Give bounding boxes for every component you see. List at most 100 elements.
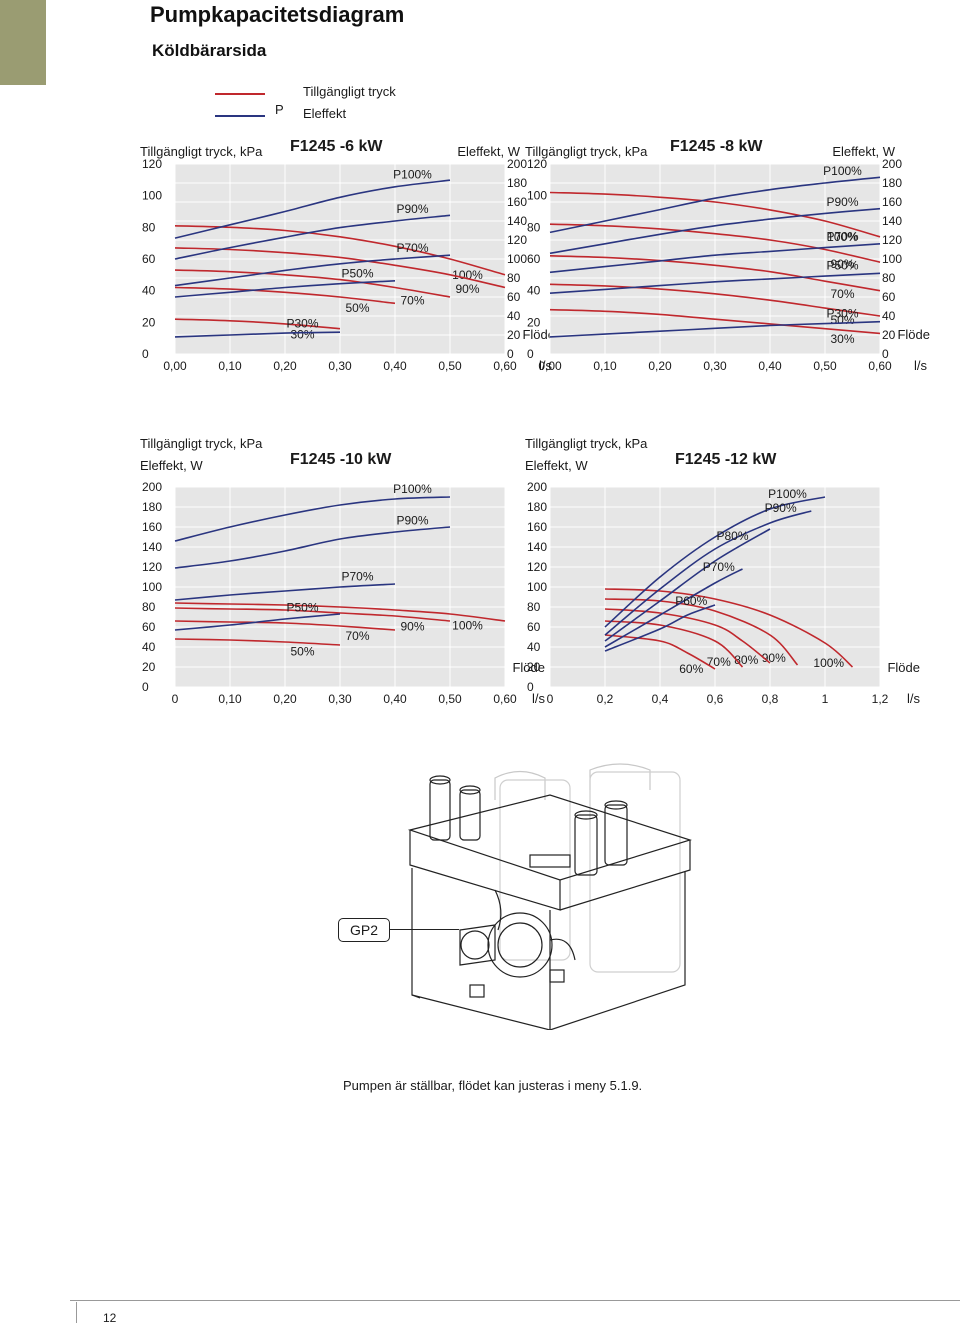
series-label: 70%: [400, 293, 424, 307]
x-tick-label: 0,30: [328, 359, 352, 373]
y-tick-label: 100: [527, 580, 547, 594]
y-tick-label: 20: [142, 660, 156, 674]
y2-axis-title: Eleffekt, W: [457, 144, 520, 159]
pump-module-illustration: GP2: [338, 760, 700, 1031]
chart-12kw-svg: Tillgängligt tryck, kPa Eleffekt, W F1245 …: [525, 436, 921, 706]
series-label: 50%: [290, 645, 314, 659]
x-tick-label: 0: [172, 692, 179, 706]
page-subtitle: Köldbärarsida: [152, 41, 267, 60]
chart-10kw-svg: Tillgängligt tryck, kPa Eleffekt, W F1245 …: [140, 436, 546, 706]
chart-6kw: Tillgängligt tryck, kPa F1245 -6 kW Eleffe…: [140, 136, 555, 373]
x-tick-label: 0,10: [593, 359, 617, 373]
x-tick-label: 0,6: [707, 692, 724, 706]
y2-tick-label: 200: [882, 157, 902, 171]
series-line-90pct: [174, 247, 506, 289]
series-line-90pct: [174, 607, 451, 622]
y-axis-title: Tillgängligt tryck, kPa: [525, 144, 648, 159]
y2-tick-label: 120: [507, 233, 527, 247]
series-line-p30pct: [174, 331, 341, 338]
series-line-100pct: [604, 588, 854, 668]
x-tick-label: 0,20: [648, 359, 672, 373]
x-tick-label: 0,50: [438, 692, 462, 706]
y-tick-label: 80: [142, 600, 156, 614]
series-label: 70%: [707, 655, 731, 669]
legend-line-pressure: [215, 93, 265, 95]
series-line-50pct: [549, 283, 881, 317]
x-tick-label: 0,00: [538, 359, 562, 373]
x-tick-label: 0,8: [762, 692, 779, 706]
series-label: 90%: [400, 620, 424, 634]
x-tick-label: 0,60: [493, 359, 517, 373]
y-tick-label: 20: [142, 315, 156, 329]
x-tick-label: 0,40: [758, 359, 782, 373]
series-label: P100%: [768, 487, 807, 501]
series-line-p90pct: [549, 207, 881, 255]
series-line-p50pct: [549, 272, 881, 294]
x-tick-label: 0,40: [383, 692, 407, 706]
page-number: 12: [103, 1311, 117, 1325]
chart-8kw-svg: Tillgängligt tryck, kPa F1245 -8 kW Eleffe…: [525, 138, 930, 373]
y2-tick-label: 0: [882, 347, 889, 361]
x-tick-label: 0: [547, 692, 554, 706]
y2-tick-label: 160: [507, 195, 527, 209]
x-tick-label: 0,60: [493, 692, 517, 706]
y2-tick-label: 180: [882, 176, 902, 190]
y2-tick-label: 140: [882, 214, 902, 228]
series-line-70pct: [604, 620, 744, 668]
chart-10kw: Tillgängligt tryck, kPa Eleffekt, W F1245 …: [140, 430, 546, 706]
series-line-p80pct: [604, 528, 771, 642]
page-title: Pumpkapacitetsdiagram: [150, 2, 405, 27]
y-tick-label: 60: [142, 252, 156, 266]
series-line-p50pct: [174, 613, 341, 631]
y2-tick-label: 200: [507, 157, 527, 171]
series-label: 50%: [345, 301, 369, 315]
series-label: 70%: [830, 287, 854, 301]
series-label: P70%: [396, 241, 428, 255]
series-line-30pct: [549, 308, 881, 335]
y-tick-label: 120: [142, 157, 162, 171]
series-label: 60%: [679, 662, 703, 676]
footer-rule: [70, 1300, 960, 1301]
series-line-p100pct: [604, 496, 826, 628]
y2-tick-label: 40: [507, 309, 521, 323]
series-line-p70pct: [174, 583, 396, 601]
y-tick-label: 160: [142, 520, 162, 534]
y2-tick-label: 60: [507, 290, 521, 304]
x-tick-label: 0,40: [383, 359, 407, 373]
series-label: P50%: [286, 601, 318, 615]
y-tick-label: 200: [527, 480, 547, 494]
series-line-30pct: [174, 318, 341, 330]
series-line-90pct: [604, 598, 799, 666]
y-tick-label: 0: [142, 347, 149, 361]
series-label: 30%: [290, 327, 314, 341]
y-tick-label: 160: [527, 520, 547, 534]
x-tick-label: 0,00: [163, 359, 187, 373]
y2-axis-title: Eleffekt, W: [832, 144, 895, 159]
gp2-leader-line: [389, 929, 459, 930]
series-label: P30%: [826, 307, 858, 321]
y-tick-label: 60: [142, 620, 156, 634]
y2-axis-title: Eleffekt, W: [140, 458, 203, 473]
y-axis-title: Tillgängligt tryck, kPa: [140, 144, 263, 159]
x-axis-unit: l/s: [907, 691, 921, 706]
x-tick-label: 1,2: [872, 692, 889, 706]
y2-tick-label: 180: [507, 176, 527, 190]
chart-6kw-svg: Tillgängligt tryck, kPa F1245 -6 kW Eleffe…: [140, 138, 555, 373]
x-tick-label: 0,10: [218, 359, 242, 373]
series-label: P50%: [341, 266, 373, 280]
y-tick-label: 180: [527, 500, 547, 514]
series-label: P90%: [826, 195, 858, 209]
series-label: 30%: [830, 332, 854, 346]
x-axis-title: Flöde: [512, 660, 545, 675]
y2-tick-label: 0: [507, 347, 514, 361]
series-line-p70pct: [604, 568, 743, 648]
y-tick-label: 120: [527, 560, 547, 574]
series-label: P100%: [823, 164, 862, 178]
x-axis-unit: l/s: [532, 691, 546, 706]
x-tick-label: 0,30: [328, 692, 352, 706]
y-tick-label: 200: [142, 480, 162, 494]
y-tick-label: 100: [527, 189, 547, 203]
x-axis-unit: l/s: [914, 358, 928, 373]
y-tick-label: 100: [142, 580, 162, 594]
series-label: 90%: [455, 282, 479, 296]
